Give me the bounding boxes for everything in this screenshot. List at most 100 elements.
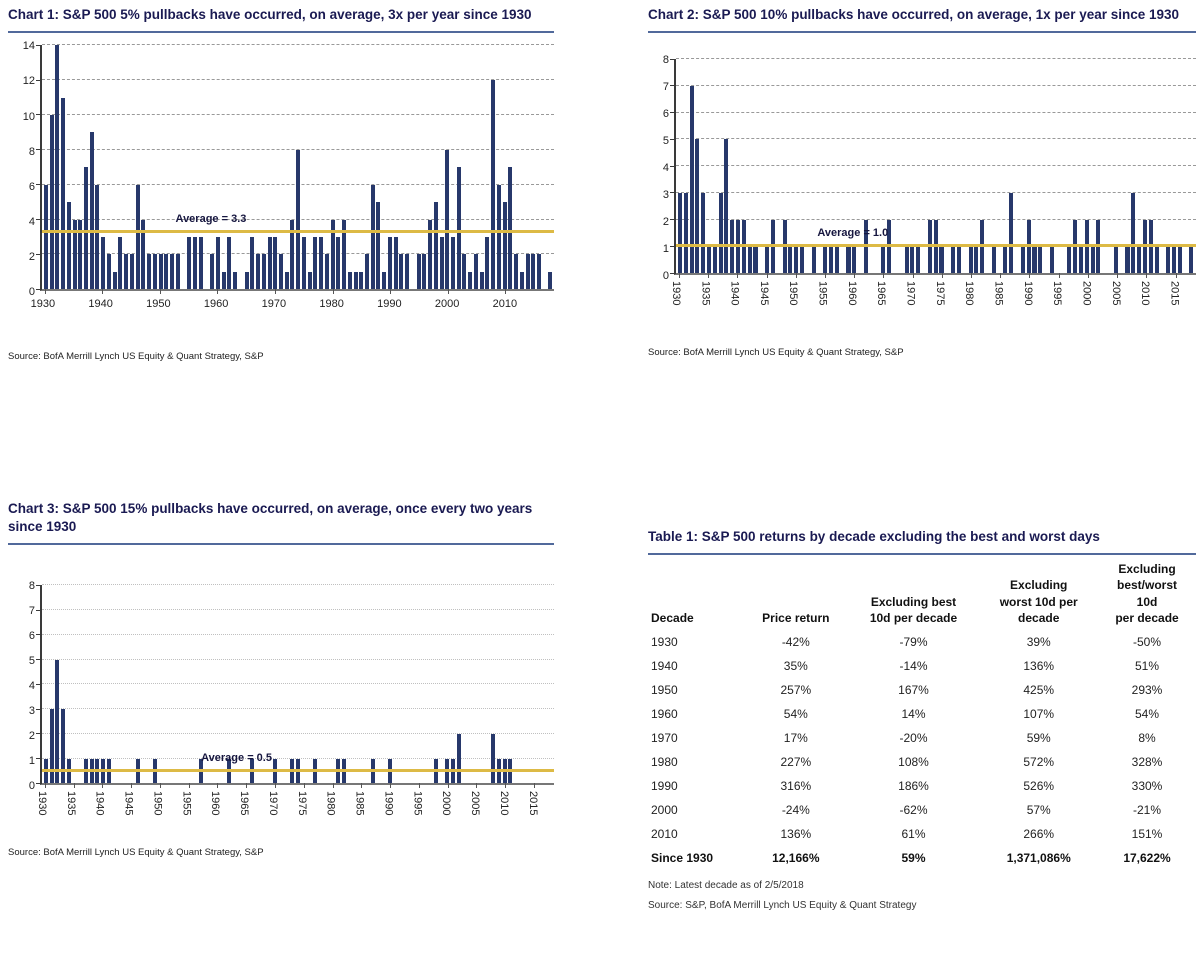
y-tick — [670, 192, 676, 194]
x-axis-label: 1950 — [151, 791, 164, 816]
bar — [330, 219, 335, 290]
y-tick — [670, 85, 676, 87]
bar — [164, 254, 169, 290]
table-cell: 8% — [1138, 730, 1156, 745]
x-axis-label: 1980 — [963, 281, 976, 306]
table-cell: 293% — [1131, 682, 1163, 697]
table-cell: -50% — [1133, 634, 1162, 649]
bar — [233, 271, 238, 290]
x-axis-label: 1940 — [728, 281, 741, 306]
y-axis-label: 8 — [662, 54, 669, 67]
table-cell: -42% — [781, 634, 810, 649]
x-tick — [737, 273, 739, 279]
x-tick — [332, 289, 334, 295]
y-axis-label: 7 — [662, 81, 669, 94]
bar — [765, 246, 770, 274]
x-axis-label: 1990 — [1021, 281, 1034, 306]
table-cell: 35% — [783, 658, 808, 673]
table-row: 1970 17% -20% 59% 8% — [648, 726, 1196, 750]
bar — [1171, 246, 1176, 274]
bar — [342, 219, 347, 290]
chart1-source: Source: BofA Merrill Lynch US Equity & Q… — [8, 351, 264, 363]
x-axis-label: 1950 — [787, 281, 800, 306]
x-axis-label: 1995 — [1051, 281, 1064, 306]
y-tick — [36, 149, 42, 151]
table-cell: -62% — [899, 802, 928, 817]
y-tick — [670, 112, 676, 114]
x-axis-label: 1990 — [382, 791, 395, 816]
x-tick — [476, 783, 478, 789]
y-axis-label: 3 — [662, 189, 669, 202]
y-axis-label: 12 — [22, 75, 35, 88]
bar — [61, 709, 66, 784]
chart2-plot-area: Average = 1.0 — [670, 58, 1196, 279]
bar — [531, 254, 536, 290]
bar — [405, 254, 410, 290]
x-tick — [274, 289, 276, 295]
bar — [118, 236, 123, 290]
table-cell: 1950 — [651, 682, 678, 697]
x-axis-label: 2000 — [440, 791, 453, 816]
y-tick — [36, 79, 42, 81]
x-axis-label: 1980 — [324, 791, 337, 816]
bar — [175, 254, 180, 290]
bar — [61, 97, 66, 290]
x-tick — [44, 783, 46, 789]
bar — [55, 45, 60, 290]
bar — [525, 254, 530, 290]
table-cell: 1990 — [651, 778, 678, 793]
x-axis-label: 1940 — [93, 791, 106, 816]
bar — [1090, 246, 1095, 274]
x-tick — [303, 783, 305, 789]
x-axis-label: 2000 — [434, 298, 460, 311]
returns-by-decade-table: Decade Price return Excluding best 10d per… — [648, 559, 1196, 870]
y-tick — [36, 114, 42, 116]
chart1-plot-area: Average = 3.3 — [36, 44, 554, 295]
chart3-y-axis: 0 1 2 3 4 5 6 7 8 — [8, 580, 40, 792]
bar — [794, 246, 799, 274]
average-label: Average = 3.3 — [175, 212, 247, 225]
x-tick — [1175, 273, 1177, 279]
table-cell: 1930 — [651, 634, 678, 649]
bar — [89, 132, 94, 290]
bar — [141, 219, 146, 290]
bar — [147, 254, 152, 290]
x-tick — [131, 783, 133, 789]
table-row: 1960 54% 14% 107% 54% — [648, 702, 1196, 726]
bar — [910, 246, 915, 274]
x-tick — [766, 273, 768, 279]
bar — [101, 236, 106, 290]
chart3-body: 0 1 2 3 4 5 6 7 8 Average = 0.5 1930 1935 1940 1945… — [8, 580, 554, 831]
table-row: 2000 -24% -62% 57% -21% — [648, 798, 1196, 822]
y-axis-label: 10 — [22, 110, 35, 123]
bar — [416, 254, 421, 290]
x-axis-label: 1995 — [411, 791, 424, 816]
x-tick — [708, 273, 710, 279]
table-column-header: Price return — [762, 610, 830, 625]
bar — [951, 246, 956, 274]
gridline — [42, 732, 554, 734]
table-cell: 425% — [1023, 682, 1055, 697]
gridline — [42, 658, 554, 660]
chart1-body: 0 2 4 6 8 10 12 14 Average = 3.3 1930 1940 1950 19… — [8, 40, 554, 313]
table-column-header: Excluding worst 10d per decade — [999, 578, 1078, 625]
average-label: Average = 1.0 — [817, 227, 889, 240]
x-tick — [44, 289, 46, 295]
chart2-title: Chart 2: S&P 500 10% pullbacks have occu… — [648, 6, 1196, 34]
gridline — [676, 138, 1196, 140]
bar — [49, 114, 54, 290]
x-tick — [1029, 273, 1031, 279]
y-tick — [36, 184, 42, 186]
table-cell: 330% — [1131, 778, 1163, 793]
x-tick — [854, 273, 856, 279]
gridline — [42, 633, 554, 635]
table-row: 2010 136% 61% 266% 151% — [648, 822, 1196, 846]
bar — [548, 271, 553, 290]
bar — [78, 219, 83, 290]
bar — [712, 246, 717, 274]
y-axis-label: 0 — [662, 270, 669, 283]
table1-note: Note: Latest decade as of 2/5/2018 — [648, 879, 804, 891]
bar — [1113, 246, 1118, 274]
x-tick — [217, 783, 219, 789]
table-row: 1930 -42% -79% 39% -50% — [648, 630, 1196, 654]
